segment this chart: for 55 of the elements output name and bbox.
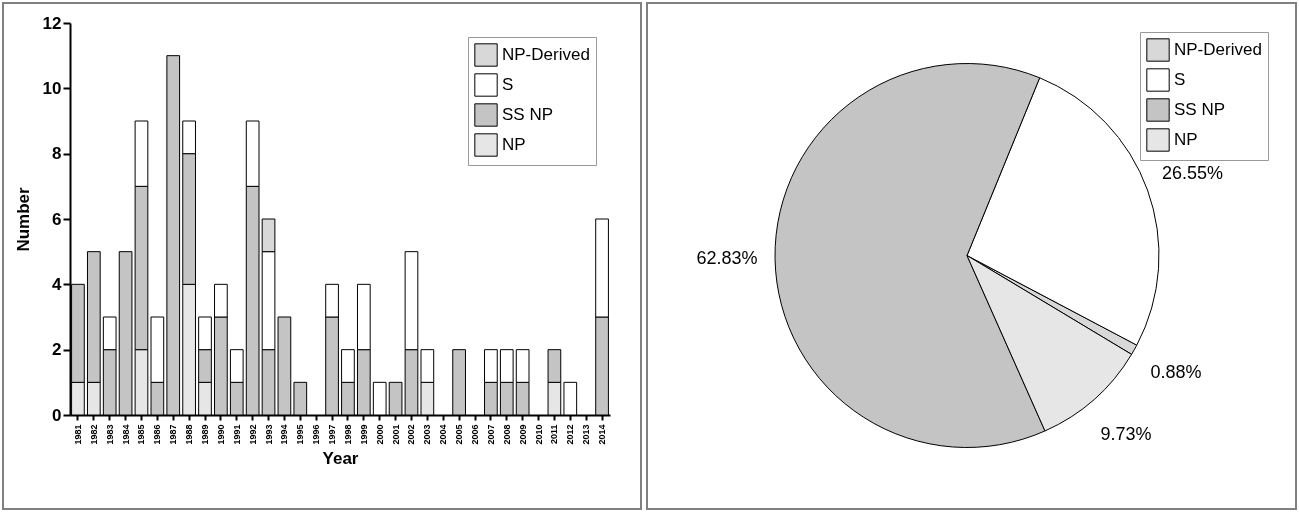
x-tick-label: 1986 (152, 424, 163, 445)
x-tick-label: 2008 (501, 424, 512, 445)
x-tick-label: 1996 (311, 424, 322, 445)
y-tick-label: 2 (52, 340, 62, 360)
x-tick-label: 2012 (565, 424, 576, 445)
legend-label: NP-Derived (1174, 40, 1262, 59)
legend-label: NP (502, 135, 526, 154)
legend-label: NP (1174, 130, 1198, 149)
x-tick-label: 2002 (406, 424, 417, 445)
x-tick-label: 2011 (549, 424, 560, 445)
x-tick-label: 1991 (231, 424, 242, 445)
legend-label: S (502, 75, 514, 94)
y-tick-label: 12 (42, 13, 62, 33)
y-tick-label: 8 (52, 144, 62, 164)
y-axis-title: Number (13, 187, 33, 252)
data-label: 0.88% (1150, 362, 1202, 383)
x-tick-label: 1983 (104, 424, 115, 445)
x-tick-label: 1987 (168, 424, 179, 445)
x-tick-label: 1984 (120, 424, 131, 445)
x-tick-label: 2009 (517, 424, 528, 445)
x-tick-label: 2004 (438, 424, 449, 445)
x-tick-label: 1982 (88, 424, 99, 445)
y-tick-label: 4 (52, 274, 63, 294)
legend-label: SS NP (1174, 100, 1226, 119)
x-tick-label: 1988 (184, 424, 195, 445)
x-tick-label: 2003 (422, 424, 433, 445)
data-label: 26.55% (1162, 162, 1224, 183)
x-tick-label: 1998 (342, 424, 353, 445)
legend-label: SS NP (502, 105, 554, 124)
x-tick-label: 1994 (279, 424, 290, 445)
y-tick-label: 0 (52, 405, 62, 425)
x-tick-label: 2005 (454, 424, 465, 445)
x-tick-label: 2006 (470, 424, 480, 445)
x-tick-label: 2013 (581, 424, 592, 445)
x-tick-label: 1990 (215, 424, 226, 445)
x-tick-label: 1997 (327, 424, 338, 445)
x-tick-label: 2000 (374, 424, 385, 445)
x-tick-label: 2001 (390, 424, 401, 445)
legend-label: NP-Derived (502, 45, 590, 64)
x-tick-label: 1985 (136, 424, 147, 445)
y-tick-label: 6 (52, 209, 62, 229)
y-tick-label: 10 (42, 78, 62, 98)
x-tick-label: 1992 (247, 424, 258, 445)
x-tick-label: 2014 (597, 424, 608, 445)
x-tick-label: 1981 (72, 424, 83, 445)
x-tick-label: 1993 (263, 424, 274, 445)
legend-label: S (1174, 70, 1186, 89)
x-tick-label: 1989 (200, 424, 210, 445)
x-tick-label: 1995 (295, 424, 306, 445)
x-tick-label: 2007 (485, 424, 496, 445)
x-tick-label: 2010 (533, 424, 544, 445)
data-label: 9.73% (1100, 424, 1152, 445)
data-label: 62.83% (696, 248, 758, 269)
x-axis-title: Year (322, 448, 359, 468)
x-tick-label: 1999 (358, 424, 369, 445)
